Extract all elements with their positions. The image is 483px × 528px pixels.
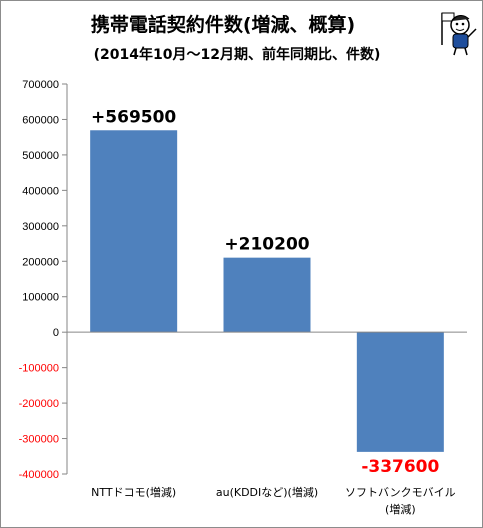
y-tick-label: 200000 <box>22 256 59 268</box>
chart-subtitle: (2014年10月～12月期、前年同期比、件数) <box>94 46 381 63</box>
y-tick-label: 700000 <box>22 79 59 91</box>
x-category-label: (増減) <box>385 502 416 516</box>
y-tick-label: -400000 <box>19 469 59 481</box>
data-label: +569500 <box>91 107 176 127</box>
x-category-label: au(KDDIなど)(増減) <box>216 485 318 499</box>
y-tick-label: 600000 <box>22 114 59 126</box>
bar <box>356 332 444 452</box>
y-tick-label: -200000 <box>19 398 59 410</box>
data-label: +210200 <box>224 235 309 255</box>
bar <box>90 130 178 333</box>
y-tick-label: 300000 <box>22 221 59 233</box>
y-tick-label: -300000 <box>19 434 59 446</box>
y-tick-label: 500000 <box>22 150 59 162</box>
y-tick-label: 400000 <box>22 185 59 197</box>
mascot-icon <box>441 12 477 56</box>
y-tick-label: -100000 <box>19 363 59 375</box>
x-category-label: ソフトバンクモバイル <box>345 486 456 499</box>
bar <box>223 257 311 333</box>
y-tick-label: 0 <box>53 327 59 339</box>
chart-title: 携帯電話契約件数(増減、概算) <box>91 13 355 36</box>
y-tick-label: 100000 <box>22 292 59 304</box>
data-label: -337600 <box>361 457 439 477</box>
x-category-label: NTTドコモ(増減) <box>91 485 176 499</box>
